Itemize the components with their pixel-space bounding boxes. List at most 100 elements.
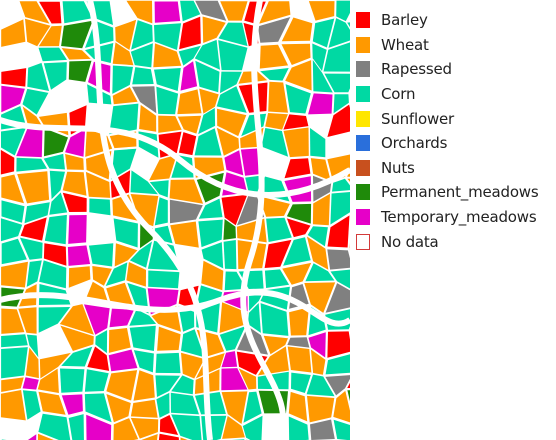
legend-item-sunflower: Sunflower	[356, 106, 554, 131]
legend-item-nuts: Nuts	[356, 156, 554, 181]
parcel-permanent-meadows	[223, 219, 236, 240]
map-legend: Barley Wheat Rapessed Corn Sunflower Orc…	[356, 8, 554, 254]
parcel-corn	[194, 128, 222, 156]
parcel-corn	[38, 47, 67, 62]
parcel-wheat	[158, 115, 182, 133]
parcel-corn	[218, 22, 248, 47]
parcel-barley	[39, 1, 62, 24]
parcel-wheat	[22, 106, 42, 126]
parcel-corn	[43, 153, 65, 170]
parcel-corn	[283, 237, 311, 266]
parcel-corn	[178, 45, 201, 66]
parcel-corn	[312, 59, 333, 93]
parcel-corn	[112, 65, 133, 94]
parcel-temporary-meadows	[308, 93, 333, 115]
parcel-corn	[44, 214, 67, 245]
parcel-wheat	[268, 81, 288, 113]
parcel-corn	[1, 200, 25, 223]
parcel-temporary-meadows	[86, 414, 112, 440]
parcel-corn	[26, 334, 39, 358]
parcel-wheat	[287, 346, 312, 373]
parcel-rapessed	[310, 419, 335, 440]
parcel-rapessed	[258, 17, 291, 43]
parcel-wheat	[181, 352, 205, 379]
parcel-wheat	[59, 304, 94, 335]
parcel-corn	[260, 303, 289, 336]
legend-item-corn: Corn	[356, 82, 554, 107]
parcel-wheat	[130, 399, 158, 418]
parcel-barley	[327, 331, 350, 358]
parcel-corn	[224, 271, 247, 291]
parcel-temporary-meadows	[84, 304, 110, 335]
parcel-wheat	[18, 307, 37, 334]
parcel-rapessed	[327, 249, 350, 270]
legend-item-orchards: Orchards	[356, 131, 554, 156]
legend-label-no-data: No data	[381, 232, 439, 251]
parcel-wheat	[112, 42, 134, 66]
parcel-corn	[111, 148, 137, 180]
parcel-temporary-meadows	[108, 349, 138, 372]
parcel-corn	[333, 94, 349, 114]
parcel-corn	[216, 86, 247, 113]
parcel-wheat	[112, 194, 138, 221]
legend-label-permanent-meadows: Permanent_meadows	[381, 183, 539, 202]
parcel-corn	[324, 73, 350, 93]
parcel-wheat	[180, 437, 188, 440]
parcel-corn	[131, 20, 153, 50]
parcel-corn	[89, 198, 111, 216]
parcel-corn	[291, 372, 311, 393]
parcel-corn	[19, 237, 43, 260]
parcel-corn	[312, 18, 335, 48]
legend-swatch-temporary-meadows	[356, 209, 370, 226]
parcel-corn	[1, 347, 28, 379]
parcel-corn	[242, 415, 263, 440]
parcel-corn	[285, 84, 311, 114]
parcel-corn	[198, 198, 223, 219]
parcel-corn	[333, 419, 350, 440]
parcel-corn	[264, 269, 290, 288]
parcel-wheat	[113, 418, 139, 440]
parcel-barley	[43, 243, 67, 266]
parcel-barley	[327, 104, 350, 137]
parcel-wheat	[283, 127, 309, 158]
parcel-wheat	[289, 307, 309, 336]
parcel-wheat	[1, 377, 24, 392]
parcel-temporary-meadows	[16, 127, 43, 158]
parcel-corn	[109, 103, 139, 135]
road-line	[87, 0, 213, 440]
legend-swatch-no-data	[356, 233, 370, 250]
parcel-corn	[261, 128, 289, 157]
parcel-wheat	[62, 171, 87, 196]
parcel-wheat	[285, 60, 312, 91]
parcel-corn	[180, 0, 201, 22]
parcel-wheat	[282, 262, 312, 285]
parcel-wheat	[130, 417, 159, 439]
parcel-wheat	[258, 196, 290, 217]
parcel-barley	[178, 132, 197, 156]
parcel-corn	[130, 43, 153, 68]
parcel-barley	[179, 16, 201, 50]
legend-item-barley: Barley	[356, 8, 554, 33]
parcel-wheat	[139, 104, 157, 132]
parcel-corn	[154, 23, 182, 50]
parcel-wheat	[222, 415, 245, 439]
parcel-permanent-meadows	[61, 20, 93, 49]
parcel-wheat	[347, 178, 350, 183]
parcel-barley	[1, 68, 27, 87]
parcel-wheat	[126, 0, 153, 24]
parcel-wheat	[85, 171, 111, 198]
parcel-wheat	[265, 113, 288, 130]
parcel-corn	[132, 67, 154, 85]
parcel-rapessed	[169, 199, 203, 224]
parcel-corn	[62, 1, 93, 24]
parcel-map-canvas	[0, 0, 350, 440]
parcel-barley	[0, 149, 15, 175]
parcel-wheat	[219, 302, 248, 333]
legend-item-wheat: Wheat	[356, 33, 554, 58]
parcel-corn	[332, 178, 350, 192]
parcel-rapessed	[325, 283, 350, 313]
parcel-corn	[22, 88, 49, 115]
parcel-wheat	[304, 282, 336, 313]
parcel-temporary-meadows	[61, 394, 83, 415]
parcel-wheat	[92, 266, 112, 286]
